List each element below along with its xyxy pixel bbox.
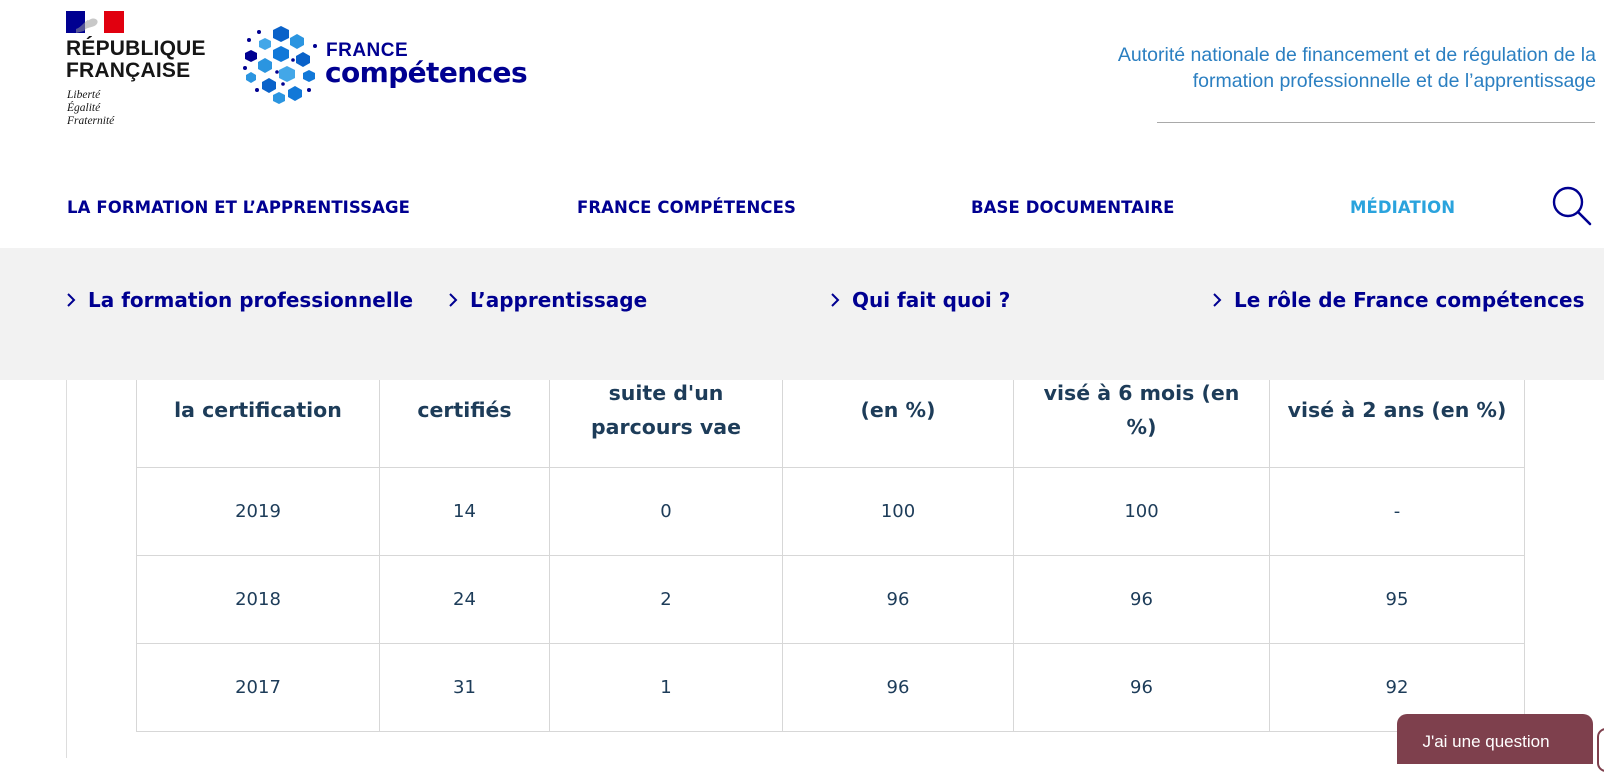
chevron-right-icon [1213, 293, 1222, 307]
table-header-cell: (en %) [782, 380, 1014, 468]
nav-france-competences[interactable]: FRANCE COMPÉTENCES [577, 198, 796, 217]
table-cell: 24 [379, 555, 550, 644]
nav-formation-apprentissage[interactable]: LA FORMATION ET L’APPRENTISSAGE [67, 198, 411, 217]
subnav-item-qui-fait-quoi[interactable]: Qui fait quoi ? [830, 288, 1010, 312]
table-header-row: la certification certifiés suite d'un par… [136, 380, 1525, 468]
table-cell: 96 [1013, 555, 1270, 644]
site-tagline: Autorité nationale de financement et de … [1117, 44, 1596, 92]
subnav-item-apprentissage[interactable]: L’apprentissage [448, 288, 647, 312]
subnav-item-formation-professionnelle[interactable]: La formation professionnelle [66, 288, 413, 312]
chevron-right-icon [67, 293, 76, 307]
table-cell: 0 [549, 467, 783, 556]
republique-francaise-wordmark: RÉPUBLIQUE FRANÇAISE [66, 37, 206, 82]
table-header-cell: la certification [136, 380, 380, 468]
table-cell: 96 [1013, 643, 1270, 732]
chat-question-button[interactable]: J'ai une question [1397, 714, 1593, 764]
subnav-label: Qui fait quoi ? [852, 288, 1011, 312]
table-header-cell: visé à 6 mois (en%) [1013, 380, 1270, 468]
subnav-item-role-france-competences[interactable]: Le rôle de France compétences [1212, 288, 1584, 312]
table-cell: 2018 [136, 555, 380, 644]
chevron-right-icon [449, 293, 458, 307]
brand-france-text[interactable]: FRANCE [326, 40, 409, 61]
table-row: 2019 14 0 100 100 - [136, 467, 1525, 556]
table-cell: 14 [379, 467, 550, 556]
table-row: 2018 24 2 96 96 95 [136, 555, 1525, 644]
table-row: 2017 31 1 96 96 92 [136, 643, 1525, 732]
chat-widget-edge[interactable] [1597, 728, 1604, 772]
table-cell: 2 [549, 555, 783, 644]
main-navigation: LA FORMATION ET L’APPRENTISSAGE FRANCE C… [0, 186, 1604, 234]
table-viewport: la certification certifiés suite d'un par… [0, 380, 1604, 758]
sub-navigation-panel: La formation professionnelle L’apprentis… [0, 248, 1604, 380]
subnav-label: Le rôle de France compétences [1234, 288, 1585, 312]
search-icon[interactable] [1552, 186, 1592, 226]
subnav-label: La formation professionnelle [88, 288, 414, 312]
nav-base-documentaire[interactable]: BASE DOCUMENTAIRE [971, 198, 1175, 217]
table-header-cell: suite d'un parcours vae [549, 380, 783, 468]
table-cell: 100 [782, 467, 1014, 556]
chevron-right-icon [831, 293, 840, 307]
table-header-cell: certifiés [379, 380, 550, 468]
table-cell: 2019 [136, 467, 380, 556]
table-cell: 2017 [136, 643, 380, 732]
republic-motto: Liberté Égalité Fraternité [67, 89, 115, 127]
table-cell: 95 [1269, 555, 1525, 644]
france-competences-cubes-icon[interactable] [243, 24, 319, 106]
content-left-border [66, 380, 67, 758]
subnav-label: L’apprentissage [470, 288, 648, 312]
table-header-cell: visé à 2 ans (en %) [1269, 380, 1525, 468]
table-cell: 100 [1013, 467, 1270, 556]
table-cell: - [1269, 467, 1525, 556]
nav-mediation[interactable]: MÉDIATION [1350, 198, 1456, 217]
table-cell: 96 [782, 555, 1014, 644]
site-header: RÉPUBLIQUE FRANÇAISE Liberté Égalité Fra… [0, 0, 1604, 150]
table-cell: 1 [549, 643, 783, 732]
table-cell: 31 [379, 643, 550, 732]
brand-competences-text[interactable]: compétences [325, 56, 528, 89]
tagline-divider [1157, 122, 1595, 123]
table-cell: 96 [782, 643, 1014, 732]
certification-stats-table: la certification certifiés suite d'un par… [136, 380, 1525, 732]
marianne-logo-icon [66, 11, 124, 33]
